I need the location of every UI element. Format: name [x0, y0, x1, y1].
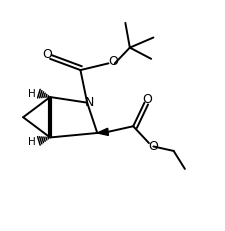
Text: O: O [108, 55, 118, 68]
Text: O: O [42, 48, 52, 61]
Text: O: O [142, 93, 151, 106]
Polygon shape [97, 129, 108, 136]
Text: H: H [28, 89, 36, 99]
Text: H: H [28, 137, 36, 147]
Text: O: O [148, 140, 158, 153]
Text: N: N [85, 96, 94, 109]
